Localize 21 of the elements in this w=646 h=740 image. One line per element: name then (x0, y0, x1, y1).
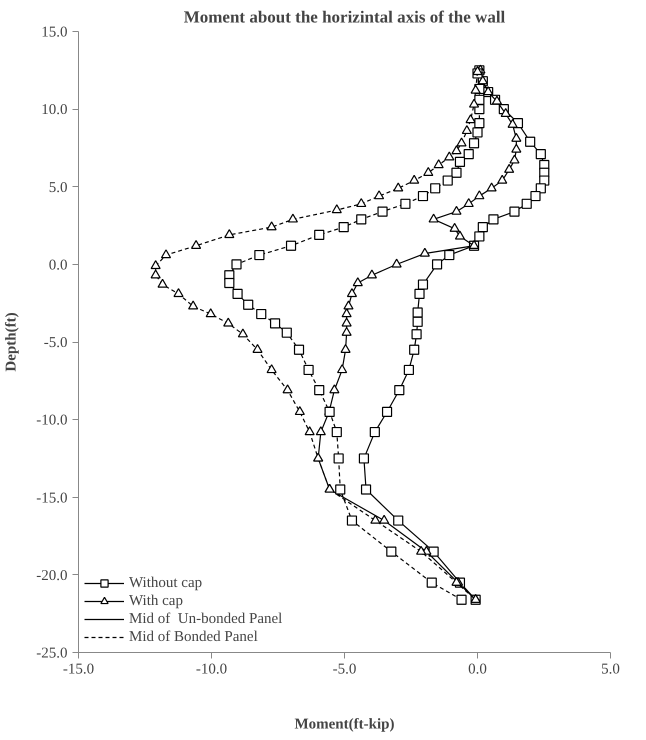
y-axis-title: Depth(ft) (3, 312, 20, 372)
chart-title: Moment about the horizintal axis of the wall (184, 8, 506, 26)
x-tick-label: -15.0 (62, 662, 94, 678)
annotation: Mid of Un-bonded Panel (129, 610, 282, 628)
legend-label: Without cap (129, 574, 202, 592)
y-tick-label: -15.0 (36, 490, 68, 506)
x-tick-label: -5.0 (332, 662, 356, 678)
annotation: Mid of Bonded Panel (129, 628, 258, 646)
x-axis-title: Moment(ft-kip) (294, 716, 394, 732)
y-tick-label: -10.0 (36, 412, 68, 429)
x-tick-label: -10.0 (196, 662, 228, 678)
x-tick-label: 0.0 (468, 662, 487, 678)
y-tick-label: -5.0 (44, 335, 68, 351)
y-tick-label: -25.0 (36, 646, 68, 662)
y-tick-label: 10.0 (41, 102, 68, 118)
y-tick-label: 5.0 (48, 180, 68, 196)
y-tick-label: 0.0 (48, 257, 68, 274)
y-tick-label: -20.0 (36, 568, 68, 584)
y-tick-label: 15.0 (41, 24, 68, 40)
legend-label: With cap (129, 592, 183, 610)
x-tick-label: 5.0 (601, 662, 620, 678)
